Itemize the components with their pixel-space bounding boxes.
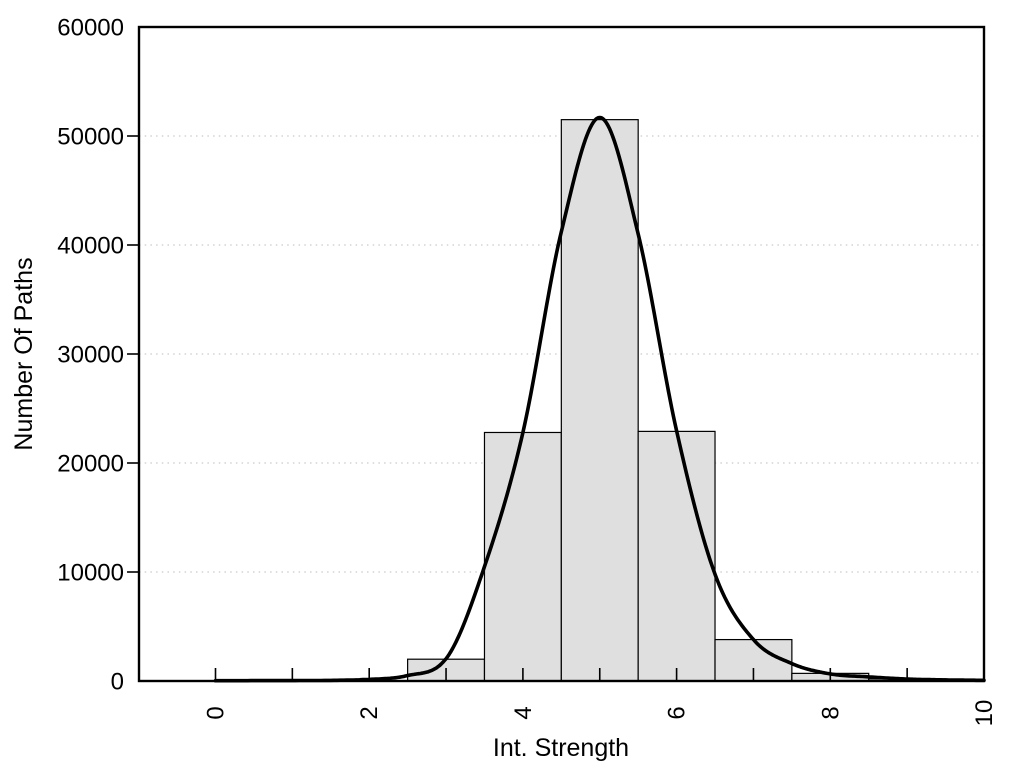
y-axis-tick-labels: 0 10000 20000 30000 40000 50000 60000 bbox=[57, 15, 124, 696]
x-tick-label: 2 bbox=[356, 706, 383, 719]
y-tick-label: 50000 bbox=[57, 124, 124, 151]
y-tick-label: 0 bbox=[111, 669, 124, 696]
y-tick-label: 40000 bbox=[57, 233, 124, 260]
x-tick-label: 6 bbox=[664, 706, 691, 719]
x-tick-label: 8 bbox=[817, 706, 844, 719]
x-axis-tick-labels: 0 2 4 6 8 10 bbox=[203, 700, 999, 727]
y-tick-label: 20000 bbox=[57, 451, 124, 478]
y-tick-label: 60000 bbox=[57, 15, 124, 42]
x-tick-label: 0 bbox=[203, 706, 230, 719]
x-tick-label: 4 bbox=[510, 706, 537, 719]
histogram-bar bbox=[560, 119, 639, 682]
plot-border bbox=[137, 25, 986, 683]
y-tick-label: 10000 bbox=[57, 560, 124, 587]
histogram-bar bbox=[637, 430, 716, 682]
x-tick-label: 10 bbox=[971, 700, 998, 727]
y-tick-label: 30000 bbox=[57, 342, 124, 369]
x-axis-tick-marks bbox=[214, 668, 985, 681]
histogram-bars bbox=[407, 119, 947, 682]
y-axis-title: Number Of Paths bbox=[10, 257, 38, 450]
y-axis-tick-marks bbox=[127, 135, 139, 573]
fit-curve-line bbox=[213, 115, 986, 683]
x-axis-title: Int. Strength bbox=[493, 734, 629, 762]
histogram-bar bbox=[483, 431, 562, 682]
